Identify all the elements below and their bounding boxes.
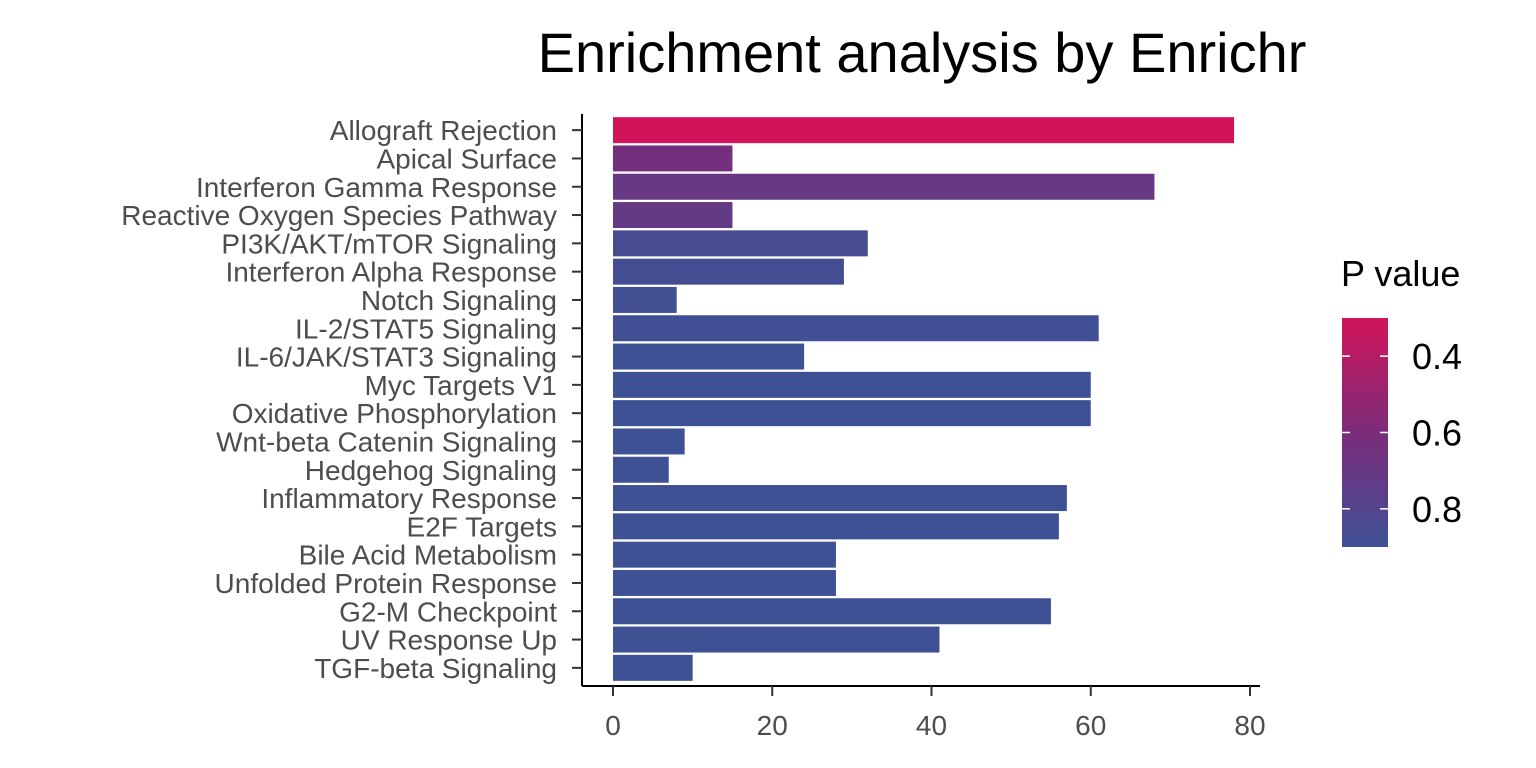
legend: P value 0.4 0.6 0.8 [1341,253,1462,547]
legend-title: P value [1341,253,1460,294]
legend-label: 0.8 [1412,489,1462,530]
bar [613,400,1091,427]
bar [613,202,733,229]
category-label: Hedgehog Signaling [305,455,557,486]
category-label: Unfolded Protein Response [215,568,557,599]
x-tick-label: 60 [1075,710,1106,741]
bar [613,428,685,455]
category-label: Wnt-beta Catenin Signaling [216,426,557,457]
category-label: Myc Targets V1 [365,370,557,401]
bar [613,230,868,257]
category-label: TGF-beta Signaling [314,653,557,684]
bar [613,513,1059,540]
bar [613,371,1091,398]
category-label: G2-M Checkpoint [339,596,557,627]
category-label: Apical Surface [376,143,557,174]
bar [613,315,1099,342]
category-label: Interferon Alpha Response [225,257,557,288]
x-tick-label: 0 [605,710,621,741]
x-tick-label: 20 [757,710,788,741]
bar [613,598,1051,625]
bar [613,626,940,653]
bar [613,569,836,596]
bar [613,286,677,313]
category-label: Reactive Oxygen Species Pathway [121,200,557,231]
chart-title: Enrichment analysis by Enrichr [538,21,1307,84]
bar [613,485,1067,512]
x-tick-label: 80 [1234,710,1265,741]
category-label: IL-6/JAK/STAT3 Signaling [236,342,557,373]
category-label: Interferon Gamma Response [196,172,557,203]
category-label: E2F Targets [407,511,557,542]
legend-label: 0.6 [1412,413,1462,454]
x-tick-label: 40 [916,710,947,741]
category-label: PI3K/AKT/mTOR Signaling [221,228,557,259]
bar [613,258,844,285]
bar [613,541,836,568]
category-label: Bile Acid Metabolism [299,540,557,571]
category-label: Notch Signaling [361,285,557,316]
bar [613,456,669,483]
category-label: Inflammatory Response [261,483,557,514]
bar [613,145,733,172]
bar [613,117,1235,144]
category-label: Oxidative Phosphorylation [232,398,557,429]
bar [613,173,1155,200]
legend-label: 0.4 [1412,336,1462,377]
bar [613,654,693,681]
category-label: Allograft Rejection [330,115,557,146]
category-label: UV Response Up [341,625,557,656]
category-label: IL-2/STAT5 Signaling [295,313,557,344]
bar [613,343,805,370]
